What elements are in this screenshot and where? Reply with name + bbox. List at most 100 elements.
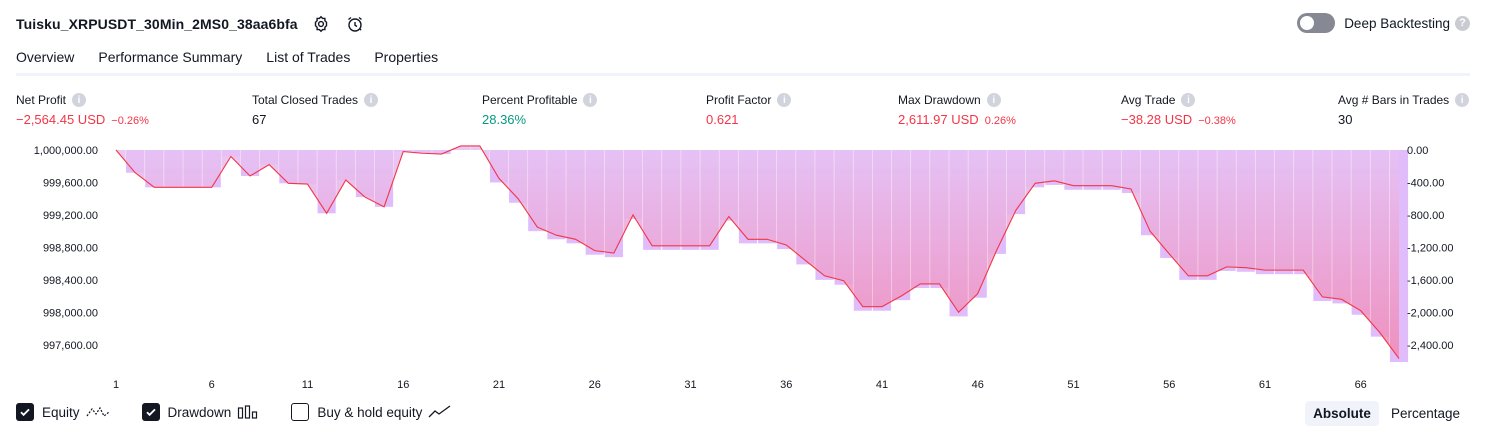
right-axis-tick-label: -1,200.00: [1407, 242, 1453, 254]
metric-max-drawdown: Max Drawdown i 2,611.97 USD 0.26%: [898, 93, 1016, 127]
equity-drawdown-chart: 1,000,000.00 999,600.00 999,200.00 998,800.…: [34, 145, 1454, 391]
left-axis-tick-label: 998,000.00: [43, 307, 98, 319]
buyhold-checkbox[interactable]: [291, 403, 310, 421]
metric-value: −2,564.45 USD −0.26%: [16, 112, 149, 127]
equity-label: Equity: [42, 404, 80, 420]
metric-value: −38.28 USD −0.38%: [1121, 112, 1236, 127]
metric-label-text: Avg Trade: [1121, 93, 1176, 107]
info-icon[interactable]: i: [583, 93, 598, 107]
metric-label-text: Avg # Bars in Trades: [1338, 93, 1450, 107]
info-icon[interactable]: i: [1181, 93, 1196, 107]
info-icon[interactable]: i: [1455, 93, 1470, 107]
metric-value-text: 0.621: [706, 112, 739, 127]
equity-line: [115, 145, 1400, 359]
absolute-button[interactable]: Absolute: [1305, 401, 1379, 426]
x-axis-tick-label: 41: [876, 379, 888, 391]
right-axis-tick-label: -2,000.00: [1407, 307, 1453, 319]
metric-net-profit: Net Profit i −2,564.45 USD −0.26%: [16, 93, 149, 127]
metric-value-text: 67: [252, 112, 267, 127]
strategy-header: Tuisku_XRPUSDT_30Min_2MS0_38aa6bfa: [16, 12, 366, 36]
tab-list-of-trades[interactable]: List of Trades: [266, 49, 351, 65]
metric-value: 67: [252, 112, 378, 127]
x-axis-tick-label: 11: [302, 379, 313, 391]
metric-label: Percent Profitable i: [482, 93, 598, 107]
tab-performance-summary[interactable]: Performance Summary: [98, 49, 243, 65]
metric-value: 2,611.97 USD 0.26%: [898, 112, 1016, 127]
info-icon[interactable]: i: [986, 93, 1001, 107]
right-axis-tick-label: -400.00: [1407, 177, 1444, 189]
metric-label-text: Profit Factor: [706, 93, 772, 107]
left-axis-tick-label: 999,200.00: [43, 210, 98, 222]
equity-line-icon: [86, 405, 110, 419]
metric-value-text: −38.28 USD: [1121, 112, 1193, 127]
buyhold-toggle[interactable]: Buy & hold equity: [291, 403, 452, 421]
metric-value: 30: [1338, 112, 1469, 127]
metric-label: Net Profit i: [16, 93, 149, 107]
alert-clock-icon[interactable]: [344, 13, 366, 35]
settings-icon[interactable]: [310, 13, 332, 35]
metrics-row: Net Profit i −2,564.45 USD −0.26% Total Clos…: [0, 93, 1486, 133]
x-axis-tick-label: 16: [397, 379, 409, 391]
buyhold-line-icon: [428, 405, 452, 419]
equity-toggle[interactable]: Equity: [16, 403, 110, 421]
left-axis-tick-label: 997,600.00: [43, 340, 98, 352]
metric-label: Avg # Bars in Trades i: [1338, 93, 1470, 107]
metric-value-text: 2,611.97 USD: [898, 112, 979, 127]
metric-avg-bars-in-trades: Avg # Bars in Trades i 30: [1338, 93, 1470, 127]
drawdown-label: Drawdown: [167, 404, 232, 420]
left-axis-tick-label: 998,800.00: [43, 242, 98, 254]
buyhold-label: Buy & hold equity: [317, 404, 423, 420]
deep-backtesting: Deep Backtesting ?: [1297, 13, 1470, 33]
drawdown-checkbox[interactable]: [141, 403, 160, 421]
metric-value-text: −2,564.45 USD: [16, 112, 106, 127]
deep-backtesting-label: Deep Backtesting: [1344, 15, 1450, 31]
metric-percent: −0.38%: [1198, 115, 1236, 127]
x-axis-tick-label: 26: [589, 379, 601, 391]
x-axis-tick-label: 21: [493, 379, 505, 391]
metric-label-text: Max Drawdown: [898, 93, 981, 107]
equity-checkbox[interactable]: [16, 403, 34, 421]
percentage-button[interactable]: Percentage: [1390, 406, 1460, 421]
x-axis-tick-label: 56: [1163, 379, 1175, 391]
chart-legend: Equity Drawdown Buy & hold equity: [16, 403, 484, 421]
right-axis-tick-label: -800.00: [1407, 210, 1444, 222]
metric-percent: −0.26%: [111, 115, 149, 127]
metric-profit-factor: Profit Factor i 0.621: [706, 93, 792, 127]
metric-label-text: Total Closed Trades: [252, 93, 359, 107]
x-axis-tick-label: 46: [972, 379, 984, 391]
metric-value: 28.36%: [482, 112, 597, 127]
metric-total-closed-trades: Total Closed Trades i 67: [252, 93, 379, 127]
metric-label: Total Closed Trades i: [252, 93, 379, 107]
right-axis-tick-label: 0.00: [1407, 145, 1428, 157]
right-axis-tick-label: -1,600.00: [1407, 275, 1453, 287]
x-axis-tick-label: 31: [684, 379, 696, 391]
metric-percent: 0.26%: [984, 115, 1016, 127]
deep-backtesting-toggle[interactable]: [1297, 13, 1336, 33]
left-axis-tick-label: 999,600.00: [43, 177, 98, 189]
metric-label: Max Drawdown i: [898, 93, 1016, 107]
x-axis-tick-label: 36: [780, 379, 792, 391]
metric-value-text: 28.36%: [482, 112, 527, 127]
drawdown-toggle[interactable]: Drawdown: [141, 403, 260, 421]
metric-label-text: Net Profit: [16, 93, 67, 107]
info-icon[interactable]: i: [364, 93, 379, 107]
info-icon[interactable]: i: [72, 93, 87, 107]
metric-avg-trade: Avg Trade i −38.28 USD −0.38%: [1121, 93, 1236, 127]
x-axis-tick-label: 1: [113, 379, 119, 391]
tab-bar: Overview Performance Summary List of Tra…: [16, 46, 462, 76]
toggle-knob: [1300, 16, 1315, 30]
x-axis-tick-label: 61: [1259, 379, 1271, 391]
metric-value-text: 30: [1338, 112, 1353, 127]
tabs-divider: [16, 73, 1470, 76]
display-mode: Absolute Percentage: [1301, 401, 1468, 426]
metric-label-text: Percent Profitable: [482, 93, 578, 107]
tab-overview[interactable]: Overview: [16, 46, 75, 76]
metric-label: Profit Factor i: [706, 93, 792, 107]
tab-properties[interactable]: Properties: [374, 49, 439, 65]
right-axis-tick-label: -2,400.00: [1407, 340, 1453, 352]
x-axis-tick-label: 6: [209, 379, 215, 391]
help-icon[interactable]: ?: [1455, 15, 1470, 31]
info-icon[interactable]: i: [777, 93, 792, 107]
strategy-title: Tuisku_XRPUSDT_30Min_2MS0_38aa6bfa: [16, 16, 298, 32]
metric-value: 0.621: [706, 112, 791, 127]
